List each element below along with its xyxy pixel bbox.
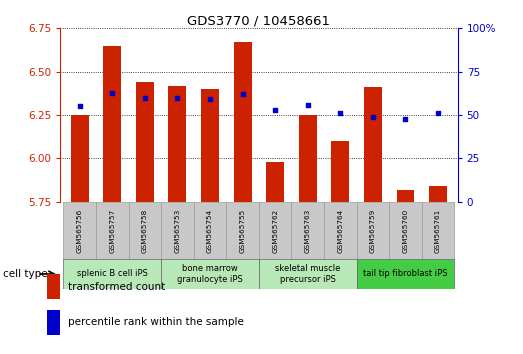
Bar (422, 202, 454, 260)
Point (401, 116, 410, 121)
Bar (389, 202, 422, 260)
Bar (63, 259, 161, 289)
Bar (194, 202, 226, 260)
Point (271, 107, 279, 113)
Point (206, 97, 214, 102)
Bar (201, 89, 219, 202)
Bar (136, 82, 154, 202)
Text: GSM565759: GSM565759 (370, 209, 376, 253)
Point (434, 110, 442, 116)
Bar (161, 259, 259, 289)
Point (108, 90, 117, 95)
Text: GSM565761: GSM565761 (435, 209, 441, 253)
Bar (96, 202, 129, 260)
Bar (71, 115, 89, 202)
Bar (266, 162, 284, 202)
Text: tail tip fibroblast iPS: tail tip fibroblast iPS (363, 269, 448, 279)
Point (336, 110, 345, 116)
Title: GDS3770 / 10458661: GDS3770 / 10458661 (187, 14, 331, 27)
Bar (129, 202, 161, 260)
Bar (63, 202, 96, 260)
Bar (168, 86, 186, 202)
Bar (299, 115, 317, 202)
Bar (364, 87, 382, 202)
Bar (291, 202, 324, 260)
Bar (332, 141, 349, 202)
Text: GSM565758: GSM565758 (142, 209, 148, 253)
Point (75, 103, 84, 109)
Text: skeletal muscle
precursor iPS: skeletal muscle precursor iPS (275, 264, 340, 284)
Text: GSM565753: GSM565753 (175, 209, 180, 253)
Point (141, 95, 149, 101)
Bar (429, 186, 447, 202)
Bar (259, 202, 291, 260)
Point (173, 95, 181, 101)
Point (369, 114, 377, 120)
Text: bone marrow
granulocyte iPS: bone marrow granulocyte iPS (177, 264, 243, 284)
Point (238, 91, 247, 97)
Bar (357, 259, 454, 289)
Text: percentile rank within the sample: percentile rank within the sample (68, 317, 244, 327)
Text: GSM565755: GSM565755 (240, 209, 246, 253)
Text: GSM565756: GSM565756 (77, 209, 83, 253)
Bar (234, 42, 252, 202)
Bar (324, 202, 357, 260)
Bar (259, 259, 357, 289)
Text: GSM565764: GSM565764 (337, 209, 343, 253)
Bar (357, 202, 389, 260)
Bar (161, 202, 194, 260)
Text: transformed count: transformed count (68, 282, 165, 292)
Text: GSM565760: GSM565760 (403, 209, 408, 253)
Point (303, 102, 312, 108)
Text: GSM565754: GSM565754 (207, 209, 213, 253)
Text: splenic B cell iPS: splenic B cell iPS (77, 269, 147, 279)
Text: GSM565757: GSM565757 (109, 209, 115, 253)
Bar (396, 190, 414, 202)
Text: GSM565762: GSM565762 (272, 209, 278, 253)
Text: cell type: cell type (3, 269, 47, 279)
Bar (226, 202, 259, 260)
Bar (104, 46, 121, 202)
Text: GSM565763: GSM565763 (305, 209, 311, 253)
